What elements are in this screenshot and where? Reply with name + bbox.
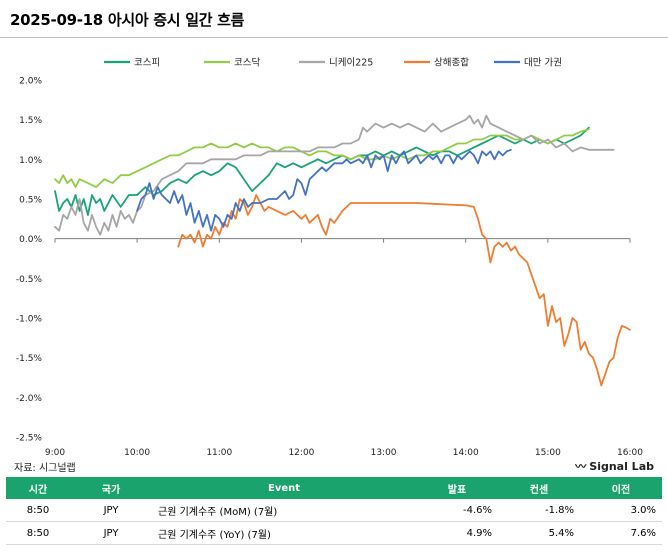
- col-header-event: Event: [152, 477, 416, 499]
- y-tick-label: 0.0%: [19, 235, 42, 245]
- y-tick-label: -2.5%: [16, 434, 43, 444]
- legend-label: 대만 가권: [524, 57, 562, 69]
- x-tick-label: 15:00: [535, 448, 561, 458]
- series-line: [54, 128, 590, 188]
- x-tick-label: 10:00: [124, 448, 150, 458]
- col-header-country: 국가: [70, 477, 152, 499]
- table-row: 8:50 JPY 근원 기계수주 (MoM) (7월) -4.6% -1.8% …: [6, 499, 662, 522]
- brand-name: Signal Lab: [589, 460, 654, 473]
- signal-lab-logo-icon: 〰: [575, 460, 587, 473]
- x-axis: 9:00 10:00 11:00 12:00 13:00 14:00 15:00 16:00: [45, 238, 643, 458]
- legend-label: 코스피: [134, 58, 160, 69]
- table-header-row: 시간 국가 Event 발표 컨센 이전: [6, 477, 662, 499]
- y-tick-label: -1.0%: [16, 315, 43, 325]
- col-header-time: 시간: [6, 477, 70, 499]
- legend-label: 니케이225: [329, 58, 373, 69]
- plot-area: [54, 114, 631, 387]
- cell-country: JPY: [70, 521, 152, 545]
- chart-legend: 코스피 코스닥 니케이225 상해종합 대만 가권: [104, 57, 562, 69]
- economic-events-table: 시간 국가 Event 발표 컨센 이전 8:50 JPY 근원 기계수주 (M…: [6, 477, 662, 545]
- cell-event: 근원 기계수주 (YoY) (7월): [152, 521, 416, 545]
- y-tick-label: 1.5%: [19, 116, 42, 126]
- y-tick-label: -1.5%: [16, 354, 43, 364]
- x-tick-label: 11:00: [206, 448, 232, 458]
- source-note: 자료: 시그널랩: [14, 463, 76, 474]
- cell-time: 8:50: [6, 521, 70, 545]
- cell-event: 근원 기계수주 (MoM) (7월): [152, 499, 416, 522]
- col-header-consensus: 컨센: [498, 477, 580, 499]
- y-axis: 2.0% 1.5% 1.0% 0.5% 0.0% -0.5% -1.0% -1.5% -2.0%…: [16, 77, 630, 444]
- series-line: [177, 194, 631, 387]
- x-tick-label: 13:00: [371, 448, 397, 458]
- x-tick-label: 9:00: [45, 448, 65, 458]
- cell-country: JPY: [70, 499, 152, 522]
- brand-logo: 〰 Signal Lab: [575, 458, 654, 474]
- x-tick-label: 12:00: [288, 448, 314, 458]
- x-tick-label: 14:00: [453, 448, 479, 458]
- y-tick-label: 2.0%: [19, 77, 42, 87]
- table-row: 8:50 JPY 근원 기계수주 (YoY) (7월) 4.9% 5.4% 7.…: [6, 521, 662, 545]
- cell-consensus: 5.4%: [498, 521, 580, 545]
- y-tick-label: -2.0%: [16, 394, 43, 404]
- cell-previous: 3.0%: [580, 499, 662, 522]
- y-tick-label: 1.0%: [19, 156, 42, 166]
- col-header-actual: 발표: [416, 477, 498, 499]
- cell-previous: 7.6%: [580, 521, 662, 545]
- y-tick-label: 0.5%: [19, 196, 42, 206]
- legend-label: 상해종합: [434, 57, 469, 69]
- cell-time: 8:50: [6, 499, 70, 522]
- cell-actual: -4.6%: [416, 499, 498, 522]
- title-divider: [0, 37, 668, 38]
- legend-label: 코스닥: [234, 58, 260, 69]
- intraday-line-chart: 코스피 코스닥 니케이225 상해종합 대만 가권 2.0% 1.5% 1.0% 0.5% 0.…: [16, 57, 643, 459]
- col-header-previous: 이전: [580, 477, 662, 499]
- series-line: [136, 148, 512, 232]
- series-line: [54, 126, 590, 216]
- page-title: 2025-09-18 아시아 증시 일간 흐름: [10, 11, 245, 29]
- y-tick-label: -0.5%: [16, 275, 43, 285]
- cell-actual: 4.9%: [416, 521, 498, 545]
- x-tick-label: 16:00: [617, 448, 643, 458]
- series-line: [54, 114, 615, 236]
- cell-consensus: -1.8%: [498, 499, 580, 522]
